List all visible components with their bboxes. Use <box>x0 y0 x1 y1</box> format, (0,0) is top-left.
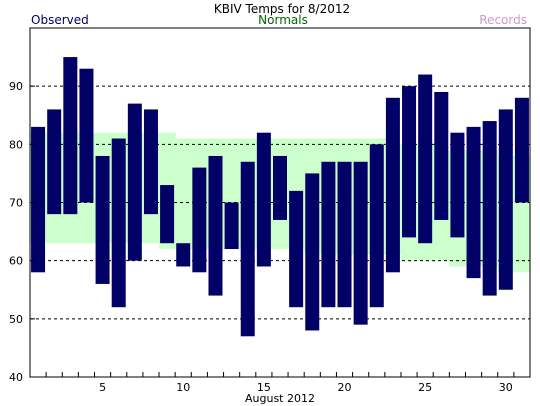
x-tick-label: 15 <box>257 381 271 394</box>
observed-bar-day-25 <box>418 74 433 244</box>
legend-normals: Normals <box>258 13 308 27</box>
axes: 40 50 60 70 80 90 5 10 15 20 25 30 <box>9 80 515 394</box>
y-tick-label: 90 <box>9 80 23 93</box>
observed-bar-day-14 <box>240 161 255 337</box>
x-tick-label: 25 <box>418 381 432 394</box>
y-tick-label: 50 <box>9 313 23 326</box>
y-tick-label: 40 <box>9 371 23 384</box>
observed-bar-day-20 <box>337 161 352 308</box>
observed-bar-day-28 <box>466 126 481 279</box>
observed-bar-day-2 <box>47 109 62 215</box>
observed-bar-day-16 <box>273 155 287 220</box>
observed-bar-day-5 <box>95 155 110 284</box>
observed-bar-day-31 <box>514 97 529 203</box>
observed-bar-day-22 <box>369 144 384 308</box>
observed-bar-day-12 <box>208 155 223 296</box>
x-axis-label: August 2012 <box>245 392 315 405</box>
observed-bar-day-21 <box>353 161 368 325</box>
observed-bars <box>31 57 529 337</box>
legend-records: Records <box>479 13 527 27</box>
observed-bar-day-9 <box>160 185 175 244</box>
chart-title: KBIV Temps for 8/2012 <box>214 2 350 16</box>
observed-bar-day-18 <box>305 173 320 331</box>
observed-bar-day-29 <box>482 121 497 296</box>
y-tick-label: 60 <box>9 255 23 268</box>
observed-bar-day-15 <box>256 132 271 267</box>
observed-bar-day-23 <box>385 97 400 273</box>
observed-bar-day-24 <box>402 86 417 238</box>
x-tick-label: 20 <box>338 381 352 394</box>
observed-bar-day-27 <box>450 132 465 238</box>
observed-bar-day-4 <box>79 68 94 203</box>
x-tick-label: 5 <box>99 381 106 394</box>
observed-bar-day-13 <box>224 202 239 250</box>
x-tick-label: 10 <box>176 381 190 394</box>
observed-bar-day-19 <box>321 161 336 308</box>
y-tick-label: 80 <box>9 138 23 151</box>
observed-bar-day-7 <box>127 103 142 261</box>
observed-bar-day-10 <box>176 243 191 267</box>
observed-bar-day-8 <box>143 109 158 215</box>
observed-bar-day-17 <box>289 190 304 308</box>
observed-bar-day-6 <box>111 138 126 308</box>
y-tick-label: 70 <box>9 197 23 210</box>
observed-bar-day-11 <box>192 167 207 273</box>
observed-bar-day-26 <box>434 91 449 220</box>
observed-bar-day-30 <box>498 109 513 290</box>
normal-range-day-10 <box>175 138 192 250</box>
observed-bar-day-3 <box>63 57 78 215</box>
observed-bar-day-1 <box>31 126 46 273</box>
x-tick-label: 30 <box>499 381 513 394</box>
legend-observed: Observed <box>31 13 89 27</box>
